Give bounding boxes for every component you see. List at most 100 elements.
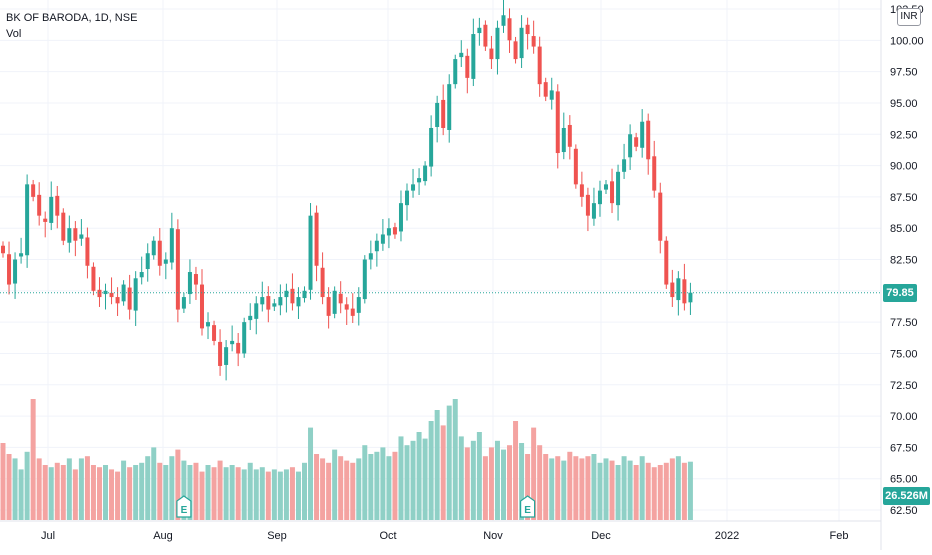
volume-bar [549,458,555,520]
candle-body [151,240,156,256]
candles [1,0,693,381]
volume-bar [217,460,223,520]
volume-bar [121,460,127,520]
candle-body [212,325,217,341]
volume-bar [241,469,247,520]
time-tick-label: Oct [379,530,396,542]
volume-bar [494,440,500,520]
volume-bar [651,467,657,520]
candle-body [447,84,452,130]
volume-bar [561,460,567,520]
volume-bar [440,425,446,520]
candle-body [531,36,536,47]
volume-bar [567,451,573,520]
volume-bar [253,469,259,520]
candle-body [441,99,446,128]
price-tick-label: 70.00 [890,411,918,423]
time-tick-label: Feb [830,530,849,542]
volume-bar [338,456,344,520]
volume-bar [96,467,102,520]
candle-body [49,196,54,223]
candle-body [507,18,512,41]
last-volume-tag: 26.526M [883,487,930,505]
candle-body [350,308,355,316]
candle-body [640,121,645,148]
candle-body [169,228,174,263]
time-tick-label: Dec [591,530,611,542]
price-tick-label: 92.50 [890,129,918,141]
currency-badge[interactable]: INR [897,8,921,26]
price-tick-label: 85.00 [890,223,918,235]
price-axis[interactable]: 102.50100.0097.5095.0092.5090.0087.5085.… [890,4,924,517]
candle-body [670,282,675,298]
candle-body [682,279,687,304]
volume-bar [645,462,651,520]
volume-bar [295,471,301,520]
volume-bar [422,438,428,520]
volume-bar [169,456,175,520]
candle-body [591,203,596,219]
candle-body [85,237,90,266]
candle-body [356,297,361,313]
volume-bar [428,421,434,520]
earnings-marker[interactable]: E [520,495,536,518]
candle-body [411,184,416,191]
volume-indicator-label[interactable]: Vol [6,28,22,40]
volume-bars [0,399,693,520]
volume-bar [109,469,115,520]
candle-body [314,212,319,266]
candle-body [19,253,24,257]
candle-body [97,289,102,298]
candle-body [224,347,229,365]
volume-bar [416,432,422,520]
volume-bar [103,465,109,520]
candle-body [585,194,590,216]
volume-bar [585,456,591,520]
candle-body [597,190,602,205]
volume-bar [398,436,404,520]
volume-bar [657,465,663,520]
symbol-title[interactable]: BK OF BARODA, 1D, NSE [6,12,138,24]
candle-body [368,253,373,260]
candle-body [145,253,150,270]
volume-bar [199,471,205,520]
candle-body [296,297,301,307]
candle-body [67,228,72,243]
candle-body [543,82,548,97]
volume-bar [476,432,482,520]
volume-bar [687,461,693,520]
volume-bar [314,454,320,520]
candle-body [435,102,440,127]
volume-bar [211,467,217,520]
candle-body [91,266,96,291]
candle-body [326,297,331,316]
volume-bar [543,454,549,520]
candle-body [206,322,211,327]
candle-body [1,245,5,254]
time-tick-label: Sep [267,530,287,542]
volume-bar [452,399,458,520]
candle-body [37,194,42,216]
candle-body [31,184,36,197]
volume-bar [675,456,681,520]
earnings-marker[interactable]: E [176,495,192,518]
candle-body [465,55,470,78]
candle-body [519,27,524,59]
volume-bar [326,462,332,520]
price-tick-label: 62.50 [890,505,918,517]
candle-body [55,195,60,216]
price-tick-label: 90.00 [890,161,918,173]
candle-body [646,120,651,160]
volume-bar [350,462,356,520]
volume-bar [531,427,537,520]
candle-body [266,296,271,310]
time-axis[interactable]: Jul Aug Sep Oct Nov Dec 2022 Feb [41,530,849,542]
candle-body [622,159,627,172]
volume-bar [90,465,96,520]
volume-bar [48,467,54,520]
candle-body [362,259,367,300]
candle-body [43,218,48,222]
